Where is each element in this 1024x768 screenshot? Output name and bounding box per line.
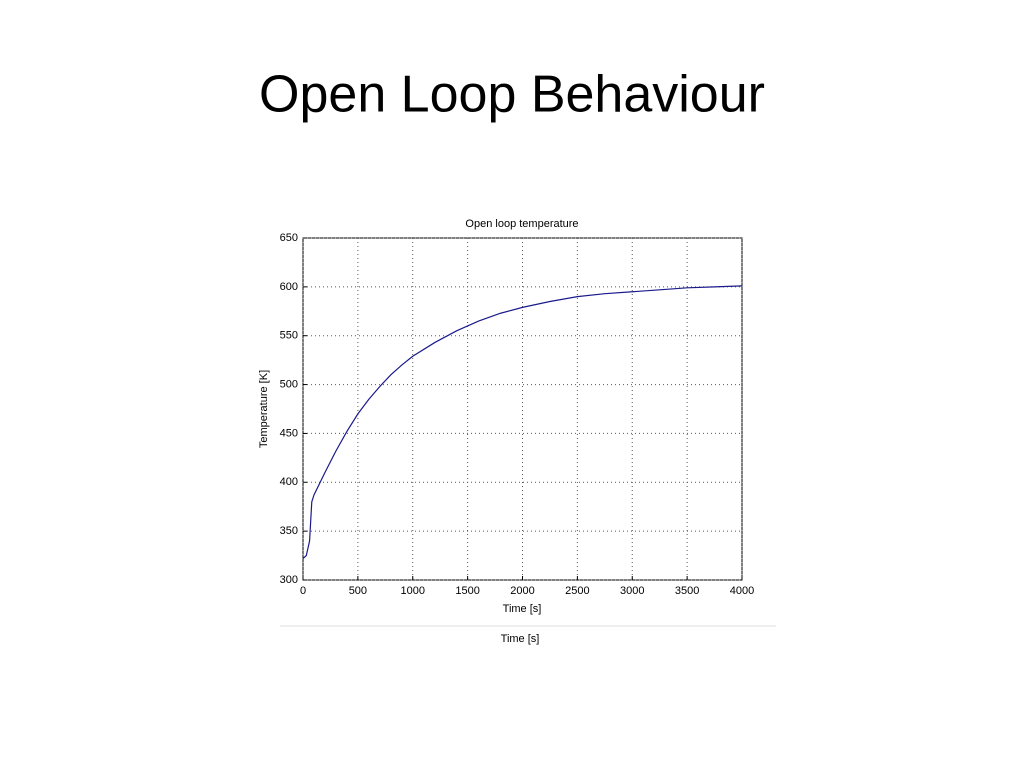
y-tick-label: 400 xyxy=(280,476,298,488)
y-tick-label: 300 xyxy=(280,574,298,586)
x-tick-label: 2000 xyxy=(510,585,534,597)
x-tick-label: 500 xyxy=(349,585,367,597)
y-tick-label: 650 xyxy=(280,232,298,244)
x-axis-label: Time [s] xyxy=(503,603,542,615)
y-tick-label: 550 xyxy=(280,330,298,342)
slide-title: Open Loop Behaviour xyxy=(259,66,765,124)
x-tick-label: 4000 xyxy=(730,585,754,597)
y-tick-label: 350 xyxy=(280,525,298,537)
plot-frame xyxy=(302,237,743,581)
y-tick-label: 450 xyxy=(280,427,298,439)
x-tick-label: 0 xyxy=(300,585,306,597)
x-tick-label: 1500 xyxy=(455,585,479,597)
y-axis-label: Temperature [K] xyxy=(258,370,270,448)
caption: Time [s] xyxy=(501,633,540,645)
x-tick-label: 1000 xyxy=(401,585,425,597)
x-tick-label: 3000 xyxy=(620,585,644,597)
y-tick-label: 500 xyxy=(280,378,298,390)
data-line xyxy=(302,285,743,559)
chart-title: Open loop temperature xyxy=(465,218,578,230)
y-tick-label: 600 xyxy=(280,281,298,293)
x-tick-label: 3500 xyxy=(675,585,699,597)
x-tick-label: 2500 xyxy=(565,585,589,597)
